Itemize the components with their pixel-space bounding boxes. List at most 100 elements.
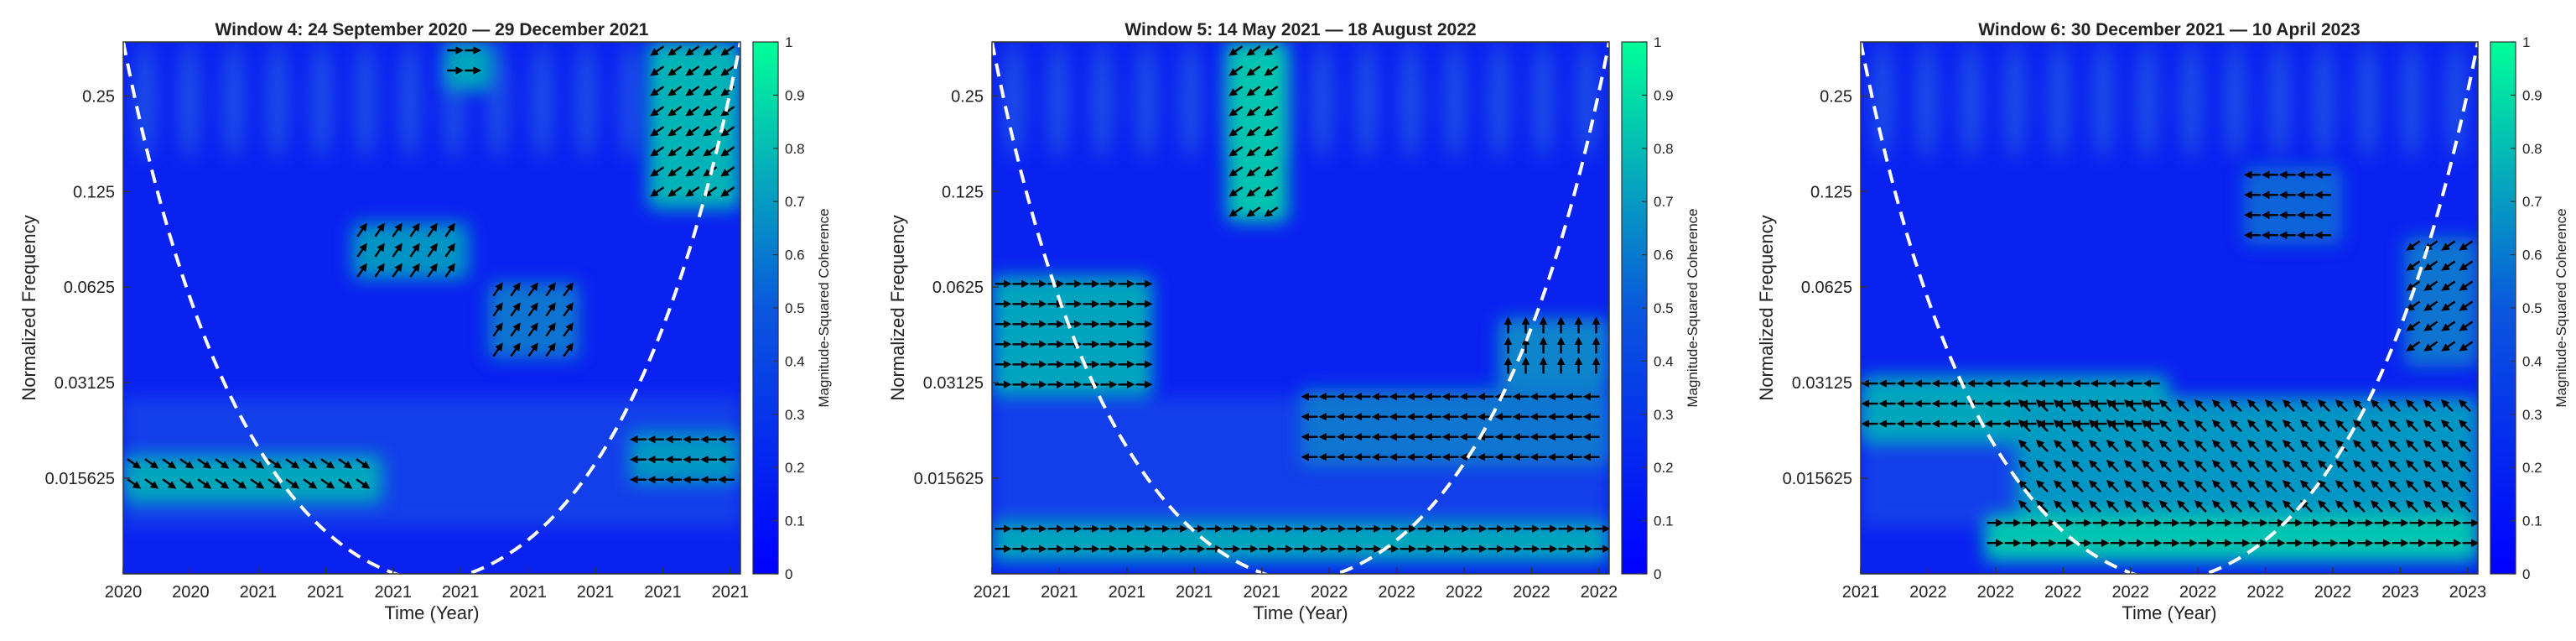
phase-arrow [2141,459,2154,472]
phase-arrow [2106,459,2119,472]
phase-arrow [2176,399,2189,412]
phase-arrow [510,302,521,317]
phase-arrow [527,342,538,357]
phase-arrow [2211,419,2225,432]
texture-ridge [221,42,246,159]
phase-arrow [563,322,574,337]
texture-ridge [1046,42,1070,159]
phase-arrow [1246,45,1261,56]
phase-arrow [2352,499,2366,513]
phase-arrow [162,458,177,469]
colorbar-tick-label: 1 [1654,34,1661,50]
phase-arrow [2459,320,2474,331]
phase-arrow [215,478,230,489]
colorbar-tick-label: 0.8 [785,141,805,157]
phase-arrow [650,186,665,197]
phase-arrow [2282,399,2295,412]
texture-ridge [2003,42,2027,159]
phase-arrow [1264,86,1279,96]
phase-arrow [2459,300,2474,311]
x-tick-label: 2020 [172,583,210,602]
phase-arrow [162,478,177,489]
phase-arrow [427,242,438,258]
phase-arrows [1861,170,2478,548]
phase-arrow [2440,419,2454,432]
colorbar-tick-label: 0 [2522,566,2530,582]
heatmap-plot-area [123,42,740,574]
phase-arrow [510,282,521,297]
phase-arrow [1246,206,1261,217]
phase-arrow [2106,439,2119,452]
colorbar-label: Magnitude-Squared Coherence [2553,208,2569,407]
texture-ridge [1311,42,1335,159]
phase-arrow [2441,341,2456,352]
phase-arrow [2352,459,2366,472]
texture-ridge [1871,42,1895,159]
phase-arrow [2194,459,2207,472]
phase-arrow [2194,419,2207,432]
x-tick-label: 2021 [1041,583,1078,602]
colorbar-tick-label: 0.9 [2522,87,2542,103]
phase-arrow [720,126,735,137]
phase-arrow [1264,126,1279,137]
phase-arrow [2088,479,2101,492]
phase-arrow [2423,479,2436,492]
coherence-region [351,221,470,280]
phase-arrow [1228,65,1244,76]
colorbar-tick-label: 1 [785,34,792,50]
colorbar-tick-label: 0.5 [2522,300,2542,316]
phase-arrow [2406,320,2421,331]
phase-arrow [2299,479,2313,492]
texture-ridge [177,42,201,159]
x-tick-label: 2022 [1581,583,1618,602]
x-axis-label: Time (Year) [384,602,479,623]
phase-arrow [2440,499,2454,513]
phase-arrow [2018,499,2031,513]
texture-ridge [1443,42,1467,159]
colorbar-tick-label: 0.4 [1654,353,1674,369]
texture-ridge [574,42,598,159]
phase-arrow [527,302,538,317]
coherence-region [487,281,580,360]
phase-arrow [2035,499,2049,513]
phase-arrow [2352,419,2366,432]
phase-arrow [545,342,556,357]
phase-arrow [2176,419,2189,432]
phase-arrow [338,458,353,469]
phase-arrow [1264,146,1279,157]
y-tick-label: 0.03125 [55,374,115,393]
phase-arrow [2158,399,2172,412]
y-tick-label: 0.03125 [1792,374,1852,393]
phase-arrow [392,222,402,237]
phase-arrow [667,86,683,96]
texture-ridge [1575,42,1599,159]
phase-arrow [2176,479,2189,492]
texture-ridge [2400,42,2424,159]
colorbar-tick-label: 0.6 [2522,248,2542,263]
phase-arrow [2229,459,2242,472]
phase-arrow [2141,479,2154,492]
phase-arrow [2070,499,2084,513]
colorbar-tick-label: 0.2 [1654,460,1674,476]
coherence-region [1498,317,1609,388]
phase-arrow [650,45,665,56]
texture-ridge [2179,42,2204,159]
phase-arrow [2458,399,2471,412]
phase-arrow [650,166,665,177]
phase-arrow [2406,300,2421,311]
phase-arrow [356,478,371,489]
phase-arrow [2053,459,2066,472]
colorbar-tick-label: 0.3 [2522,407,2542,423]
phase-arrow [2264,419,2277,432]
phase-arrow [427,263,438,278]
phase-arrow [2334,499,2348,513]
phase-arrow [356,263,367,278]
phase-arrow [2106,419,2119,432]
phase-arrow [444,242,455,258]
phase-arrow [2299,419,2313,432]
y-tick-label: 0.015625 [45,470,115,488]
phase-arrow [2141,499,2154,513]
phase-arrow [685,146,700,157]
plot-frame [122,41,741,575]
texture-ridge [1487,42,1511,159]
